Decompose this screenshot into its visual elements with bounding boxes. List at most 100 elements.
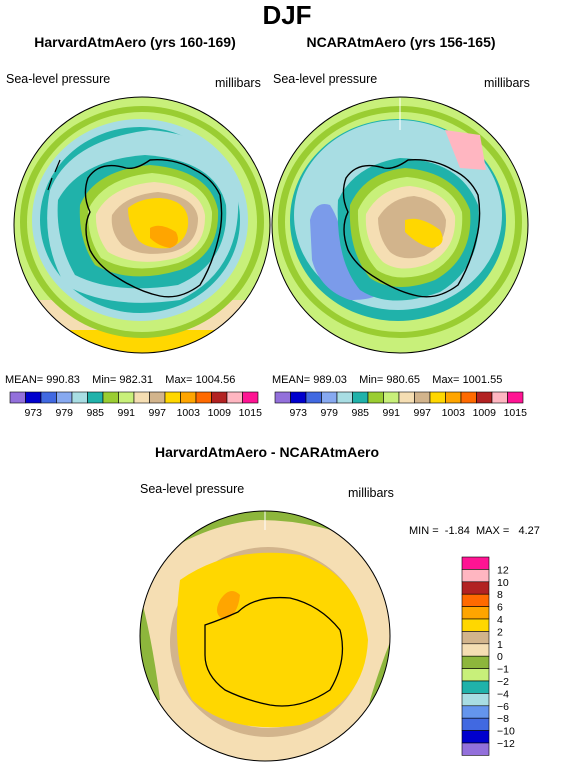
right-colorbar-swatch	[414, 391, 431, 404]
right-colorbar-swatch	[445, 391, 462, 404]
left-stats: MEAN= 990.83 Min= 982.31 Max= 1004.56	[5, 374, 236, 386]
right-colorbar-tick-label: 1009	[473, 407, 497, 419]
right-colorbar-swatch	[305, 391, 322, 404]
left-colorbar-swatch	[149, 391, 166, 404]
diff-colorbar-tick-label: 2	[497, 626, 503, 638]
left-units-label: millibars	[215, 76, 261, 90]
diff-colorbar-swatch	[461, 705, 490, 719]
right-colorbar-swatch	[476, 391, 493, 404]
left-colorbar-tick-label: 973	[24, 407, 42, 419]
right-colorbar-tick-label: 985	[351, 407, 369, 419]
diff-colorbar-tick-label: −10	[497, 726, 515, 738]
diff-colorbar-swatch	[461, 631, 490, 645]
left-variable-label: Sea-level pressure	[6, 72, 111, 86]
right-colorbar-swatch	[383, 391, 400, 404]
diff-variable-label: Sea-level pressure	[140, 482, 245, 496]
diff-colorbar-tick-label: −1	[497, 664, 509, 676]
diff-colorbar-tick-label: 0	[497, 651, 503, 663]
right-colorbar-tick-label: 979	[320, 407, 338, 419]
right-mean: 989.03	[313, 374, 347, 386]
diff-colorbar-tick-label: −2	[497, 676, 509, 688]
right-colorbar-swatch	[460, 391, 477, 404]
left-colorbar-swatch	[211, 391, 228, 404]
diff-colorbar-swatch	[461, 668, 490, 682]
left-colorbar-swatch	[87, 391, 104, 404]
diff-colorbar-tick-label: 8	[497, 589, 503, 601]
left-colorbar-swatch	[25, 391, 42, 404]
right-stats: MEAN= 989.03 Min= 980.65 Max= 1001.55	[272, 374, 503, 386]
diff-colorbar-swatch	[461, 730, 490, 744]
left-colorbar-tick-label: 997	[148, 407, 166, 419]
left-colorbar-tick-label: 1015	[239, 407, 263, 419]
diff-colorbar-tick-label: −4	[497, 688, 509, 700]
right-colorbar: 973 979 985 991 997 1003 1009 1015	[274, 391, 528, 419]
left-colorbar-tick-label: 985	[86, 407, 104, 419]
right-colorbar-swatch	[429, 391, 446, 404]
diff-colorbar-swatch	[461, 643, 490, 657]
left-colorbar-swatch	[71, 391, 88, 404]
left-colorbar-swatch	[102, 391, 119, 404]
right-colorbar-swatch	[398, 391, 415, 404]
diff-colorbar-tick-label: −12	[497, 738, 515, 750]
left-colorbar-swatch	[164, 391, 181, 404]
diff-colorbar-tick-label: 6	[497, 602, 503, 614]
left-colorbar-tick-label: 1003	[177, 407, 201, 419]
left-colorbar-swatch	[118, 391, 135, 404]
right-colorbar-tick-label: 1003	[442, 407, 466, 419]
diff-units-label: millibars	[348, 486, 394, 500]
diff-colorbar-swatch	[461, 742, 490, 756]
diff-colorbar-swatch	[461, 581, 490, 595]
diff-colorbar-swatch	[461, 680, 490, 694]
diff-colorbar-swatch	[461, 606, 490, 620]
difference-polar-map	[140, 511, 390, 761]
diff-colorbar-swatch	[461, 556, 490, 570]
right-colorbar-tick-label: 973	[289, 407, 307, 419]
diff-colorbar-tick-label: 1	[497, 639, 503, 651]
right-units-label: millibars	[484, 76, 530, 90]
left-colorbar-swatch	[133, 391, 150, 404]
left-colorbar-tick-label: 979	[55, 407, 73, 419]
left-max: 1004.56	[195, 374, 236, 386]
diff-max: 4.27	[518, 525, 540, 537]
left-colorbar-swatch	[56, 391, 73, 404]
right-colorbar-tick-label: 991	[382, 407, 400, 419]
diff-colorbar-swatch	[461, 693, 490, 707]
left-colorbar-swatch	[226, 391, 243, 404]
right-colorbar-swatch	[290, 391, 307, 404]
right-colorbar-tick-label: 997	[413, 407, 431, 419]
right-min: 980.65	[386, 374, 421, 386]
left-colorbar-tick-label: 991	[117, 407, 135, 419]
left-colorbar: 973 979 985 991 997 1003 1009 1015	[9, 391, 263, 419]
diff-colorbar-tick-label: −8	[497, 713, 509, 725]
left-colorbar-swatch	[9, 391, 26, 404]
right-colorbar-swatch	[274, 391, 291, 404]
right-colorbar-tick-label: 1015	[504, 407, 528, 419]
diff-stats: MIN = -1.84 MAX = 4.27	[409, 525, 540, 537]
right-colorbar-swatch	[507, 391, 524, 404]
right-colorbar-swatch	[352, 391, 369, 404]
diff-colorbar-swatch	[461, 618, 490, 632]
diff-title: HarvardAtmAero - NCARAtmAero	[154, 444, 380, 460]
right-colorbar-swatch	[321, 391, 338, 404]
left-colorbar-swatch	[180, 391, 197, 404]
right-polar-map	[272, 97, 528, 353]
right-panel-title: NCARAtmAero (yrs 156-165)	[306, 34, 496, 50]
diff-colorbar-swatch	[461, 593, 490, 607]
left-min: 982.31	[119, 374, 154, 386]
diff-colorbar-tick-label: 12	[497, 564, 509, 576]
main-title: DJF	[262, 0, 312, 30]
right-colorbar-swatch	[491, 391, 508, 404]
right-variable-label: Sea-level pressure	[273, 72, 378, 86]
left-panel-title: HarvardAtmAero (yrs 160-169)	[34, 34, 236, 50]
diff-colorbar-swatch	[461, 569, 490, 583]
diff-colorbar-swatch	[461, 717, 490, 731]
left-polar-map	[14, 97, 270, 353]
left-colorbar-tick-label: 1009	[208, 407, 232, 419]
right-max: 1001.55	[462, 374, 503, 386]
diff-colorbar-tick-label: 4	[497, 614, 503, 626]
diff-colorbar-tick-label: 10	[497, 577, 509, 589]
left-mean: 990.83	[46, 374, 80, 386]
diff-colorbar-swatch	[461, 655, 490, 669]
right-colorbar-swatch	[336, 391, 353, 404]
